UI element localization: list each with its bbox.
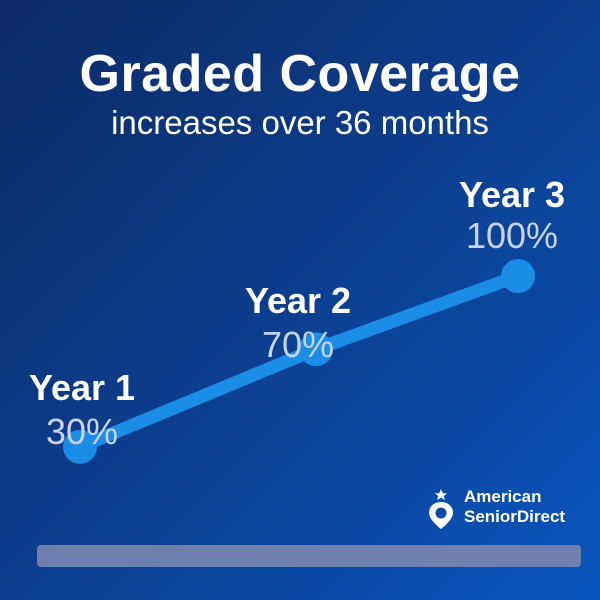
value-label-1: 30% — [46, 411, 118, 452]
value-label-3: 100% — [466, 215, 558, 256]
value-label-2: 70% — [262, 324, 334, 365]
location-pin-star-icon — [429, 489, 453, 529]
data-point-2 — [299, 332, 333, 367]
data-point-3 — [501, 259, 535, 293]
logo-line-1: American — [464, 487, 542, 506]
logo-line-2: SeniorDirect — [464, 507, 566, 526]
american-senior-direct-logo: American SeniorDirect — [426, 482, 576, 532]
category-label-1: Year 1 — [29, 367, 135, 408]
data-point-1 — [63, 429, 97, 464]
chart-title: Graded Coverage — [79, 45, 521, 103]
bottom-bar — [37, 545, 581, 567]
logo-wordmark: American SeniorDirect — [464, 487, 565, 527]
chart-subtitle: increases over 36 months — [111, 104, 489, 141]
category-label-2: Year 2 — [245, 280, 351, 321]
category-label-3: Year 3 — [459, 174, 565, 215]
data-points — [63, 259, 535, 464]
